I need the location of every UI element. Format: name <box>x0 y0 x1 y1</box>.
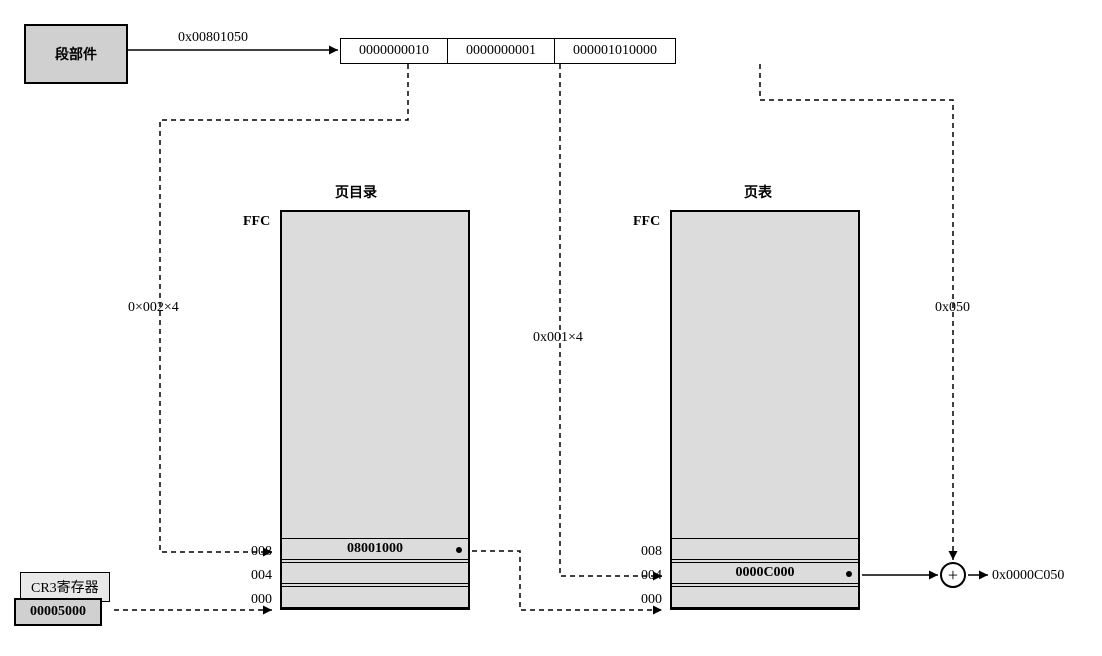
pde-offset-004: 004 <box>232 568 272 584</box>
offset-expr: 0x050 <box>935 300 970 316</box>
connector-wires <box>0 0 1102 656</box>
offset-bits-cell: 000001010000 <box>554 39 675 63</box>
address-bitfield-row: 0000000010 0000000001 000001010000 <box>340 38 676 64</box>
pde-offset-000: 000 <box>232 592 272 608</box>
pte-row-008 <box>670 538 860 560</box>
page-table-title: 页表 <box>744 182 772 202</box>
pte-row-000 <box>670 586 860 608</box>
result-address: 0x0000C050 <box>992 568 1064 584</box>
page-directory-title: 页目录 <box>335 182 377 202</box>
pte-offset-004: 004 <box>622 568 662 584</box>
pde-output-dot <box>456 547 462 553</box>
segment-unit-box: 段部件 <box>24 24 128 84</box>
segment-unit-label: 段部件 <box>55 44 97 64</box>
page-directory-rect: 08001000 <box>280 210 470 610</box>
page-table-top-offset: FFC <box>633 214 660 230</box>
pde-row-004 <box>280 562 470 584</box>
pde-bits-cell: 0000000010 <box>341 39 447 63</box>
page-table-rect: 0000C000 <box>670 210 860 610</box>
pte-bits-cell: 0000000001 <box>447 39 554 63</box>
pde-row-008: 08001000 <box>280 538 470 560</box>
page-directory-top-offset: FFC <box>243 214 270 230</box>
pte-offset-008: 008 <box>622 544 662 560</box>
pte-output-dot <box>846 571 852 577</box>
pde-008-value: 08001000 <box>347 541 403 557</box>
pte-004-value: 0000C000 <box>735 565 794 581</box>
pde-row-000 <box>280 586 470 608</box>
pde-index-expr: 0×002×4 <box>128 300 179 316</box>
linear-address-hex: 0x00801050 <box>178 30 248 46</box>
pde-offset-008: 008 <box>232 544 272 560</box>
cr3-value-box: 00005000 <box>14 598 102 626</box>
pte-offset-000: 000 <box>622 592 662 608</box>
pte-index-expr: 0x001×4 <box>533 330 583 346</box>
cr3-value: 00005000 <box>30 604 86 619</box>
adder-circle: + <box>940 562 966 588</box>
pte-row-004: 0000C000 <box>670 562 860 584</box>
cr3-label: CR3寄存器 <box>31 581 99 596</box>
